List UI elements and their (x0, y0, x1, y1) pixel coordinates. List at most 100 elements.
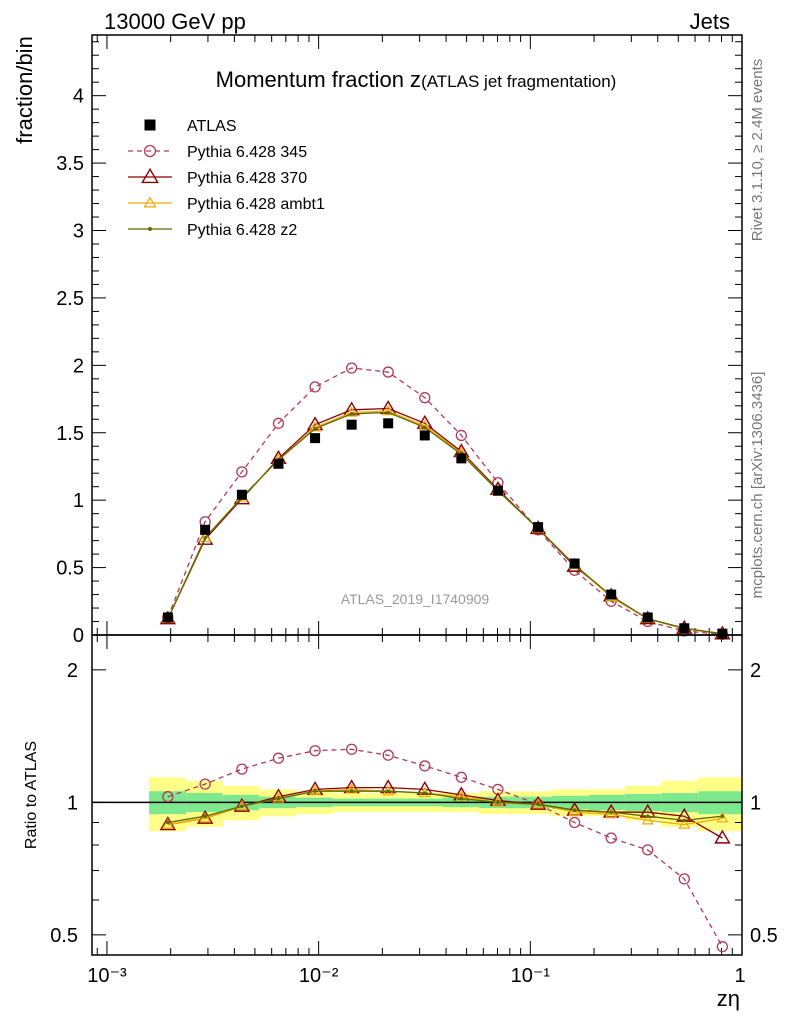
main-point-atlas (162, 612, 173, 623)
main-point-atlas (383, 418, 394, 429)
ratio-point-pythia-6-428-370 (602, 803, 620, 818)
legend-marker (144, 119, 156, 131)
main-point-atlas (456, 453, 467, 464)
rivet-label: Rivet 3.1.10, ≥ 2.4M events (749, 59, 766, 242)
y-tick-label: 0.5 (56, 558, 84, 580)
main-point-pythia-6-428-z2 (313, 426, 317, 431)
ratio-point-pythia-6-428-z2 (496, 800, 500, 805)
ratio-y-tick-label-right: 0.5 (750, 925, 778, 947)
main-point-pythia-6-428-345 (345, 362, 358, 374)
legend-label: ATLAS (187, 118, 237, 135)
main-point-atlas (717, 628, 728, 639)
main-point-pythia-6-428-z2 (422, 425, 427, 430)
axes-ticks: 10⁻³ 10⁻² 10⁻¹ 100.511.522.533.540.5 0.51 12 2 (50, 35, 778, 987)
plot-title: Momentum fraction z(ATLAS jet fragmentat… (216, 67, 617, 92)
ratio-point-pythia-6-428-ambt1 (605, 808, 618, 819)
ratio-point-pythia-6-428-345 (162, 791, 174, 803)
header-energy: 13000 GeV pp (104, 9, 246, 34)
y-tick-label: 3.5 (56, 153, 84, 175)
ratio-point-pythia-6-428-370 (529, 795, 547, 810)
legend-marker (143, 196, 157, 208)
mcplots-label: mcplots.cern.ch [arXiv:1306.3436] (749, 372, 766, 599)
main-point-pythia-6-428-345 (272, 417, 285, 429)
ratio-point-pythia-6-428-z2 (203, 814, 207, 819)
legend: ATLAS Pythia 6.428 345 Pythia 6.428 370 Pyt… (128, 118, 325, 239)
ratio-point-pythia-6-428-ambt1 (678, 818, 691, 829)
ratio-point-pythia-6-428-ambt1 (531, 798, 545, 809)
ratio-point-pythia-6-428-ambt1 (641, 814, 654, 825)
ratio-point-pythia-6-428-345 (678, 873, 690, 885)
ratio-point-pythia-6-428-z2 (166, 820, 170, 825)
main-point-pythia-6-428-ambt1 (418, 419, 431, 431)
main-point-atlas (492, 485, 503, 496)
legend-marker (148, 227, 152, 231)
ratio-line-pythia-6-428-370 (167, 786, 723, 839)
main-point-atlas (273, 458, 284, 469)
series-layer (159, 362, 731, 953)
main-point-atlas (642, 612, 653, 623)
main-point-atlas (419, 430, 430, 441)
x-axis-label: zη (717, 986, 740, 1011)
ratio-point-pythia-6-428-z2 (422, 791, 427, 795)
ratio-point-pythia-6-428-345 (568, 816, 581, 829)
ratio-point-pythia-6-428-ambt1 (716, 812, 729, 823)
ratio-plot-frame (91, 634, 743, 956)
ratio-point-pythia-6-428-345 (272, 752, 285, 764)
y-tick-label: 1 (73, 490, 84, 512)
ratio-point-pythia-6-428-z2 (313, 789, 317, 794)
legend-marker (143, 144, 157, 158)
ratio-point-pythia-6-428-345 (382, 749, 394, 761)
ratio-point-pythia-6-428-z2 (572, 808, 577, 812)
ratio-point-pythia-6-428-z2 (386, 789, 390, 794)
main-point-atlas (310, 433, 321, 444)
plot-title-sub: (ATLAS jet fragmentation) (421, 72, 616, 91)
analysis-watermark: ATLAS_2019_I1740909 (341, 591, 490, 607)
main-point-pythia-6-428-345 (419, 392, 431, 404)
ratio-point-pythia-6-428-z2 (682, 818, 687, 823)
ratio-point-pythia-6-428-345 (605, 832, 617, 844)
ratio-point-pythia-6-428-z2 (609, 810, 613, 814)
ratio-point-pythia-6-428-345 (455, 771, 468, 783)
ratio-point-pythia-6-428-345 (309, 745, 321, 757)
y-axis-label-ratio: Ratio to ATLAS (23, 741, 40, 849)
ratio-point-pythia-6-428-z2 (459, 796, 464, 801)
main-point-pythia-6-428-345 (236, 466, 248, 478)
y-tick-label: 2 (73, 355, 84, 377)
ratio-point-pythia-6-428-345 (642, 844, 654, 856)
ratio-point-pythia-6-428-z2 (536, 802, 540, 807)
ratio-point-pythia-6-428-ambt1 (309, 785, 322, 796)
main-line-pythia-6-428-345 (167, 367, 723, 635)
plot-title-main: Momentum fraction z (216, 67, 421, 92)
main-point-atlas (606, 589, 617, 600)
main-point-pythia-6-428-ambt1 (345, 406, 358, 417)
ratio-point-pythia-6-428-z2 (240, 804, 244, 809)
main-point-atlas (200, 524, 211, 535)
main-point-atlas (236, 489, 247, 500)
main-point-pythia-6-428-ambt1 (309, 421, 322, 432)
main-point-pythia-6-428-z2 (386, 410, 390, 415)
y-tick-label: 2.5 (56, 288, 84, 310)
legend-label: Pythia 6.428 ambt1 (187, 196, 325, 213)
ratio-y-tick-label: 0.5 (50, 925, 78, 947)
x-tick-label: 10⁻³ (87, 965, 127, 987)
ratio-point-pythia-6-428-z2 (276, 796, 281, 801)
legend-label: Pythia 6.428 z2 (187, 222, 297, 239)
ratio-point-pythia-6-428-ambt1 (199, 812, 212, 823)
ratio-point-pythia-6-428-z2 (720, 814, 725, 819)
legend-label: Pythia 6.428 370 (187, 170, 307, 187)
main-point-pythia-6-428-345 (309, 381, 321, 393)
ratio-y-tick-label: 2 (67, 660, 78, 682)
ratio-y-tick-label: 1 (67, 792, 78, 814)
main-point-atlas (569, 558, 580, 569)
ratio-point-pythia-6-428-z2 (645, 814, 650, 819)
ratio-point-pythia-6-428-ambt1 (382, 785, 395, 796)
ratio-point-pythia-6-428-345 (716, 941, 729, 953)
main-point-pythia-6-428-ambt1 (382, 404, 395, 416)
main-point-pythia-6-428-ambt1 (199, 531, 212, 543)
ratio-point-pythia-6-428-345 (419, 760, 431, 772)
ratio-point-pythia-6-428-370 (714, 829, 731, 844)
main-line-pythia-6-428-z2 (167, 411, 723, 635)
x-tick-label: 10⁻² (299, 965, 339, 987)
x-tick-label: 10⁻¹ (511, 965, 551, 987)
